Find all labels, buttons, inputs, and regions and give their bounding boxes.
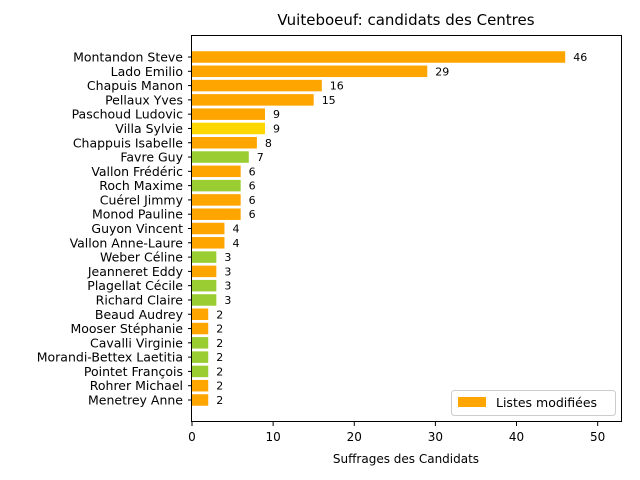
legend-entry-label: Listes modifiées (496, 395, 597, 410)
legend-box (451, 390, 616, 416)
bar (192, 351, 209, 363)
bar (192, 365, 209, 378)
category-label: Chapuis Manon (87, 78, 183, 93)
category-label: Morandi-Bettex Laetitia (37, 350, 183, 365)
value-label: 46 (573, 51, 587, 64)
value-label: 2 (216, 308, 223, 321)
bar (192, 151, 249, 163)
category-label: Weber Céline (100, 250, 183, 265)
x-tick-label: 30 (428, 430, 443, 444)
value-label: 3 (224, 294, 231, 307)
bar (192, 94, 314, 106)
category-label: Villa Sylvie (115, 121, 183, 136)
category-label: Rohrer Michael (90, 378, 183, 393)
bar (192, 394, 209, 406)
category-label: Guyon Vincent (91, 221, 183, 236)
bar (192, 165, 241, 178)
value-label: 2 (216, 365, 223, 378)
category-label: Favre Guy (120, 150, 183, 165)
value-label: 6 (249, 194, 256, 207)
category-label: Cavalli Virginie (90, 335, 183, 350)
value-label: 6 (249, 208, 256, 221)
value-label: 2 (216, 351, 223, 364)
chart-title: Vuiteboeuf: candidats des Centres (277, 11, 534, 29)
category-label: Montandon Steve (73, 50, 183, 65)
bar (192, 379, 209, 392)
value-label: 16 (330, 80, 344, 93)
category-label: Plagellat Cécile (87, 278, 183, 293)
value-label: 4 (232, 223, 239, 236)
value-label: 3 (224, 280, 231, 293)
bar (192, 222, 225, 235)
bar (192, 108, 266, 120)
bar (192, 122, 266, 135)
legend: Listes modifiées (451, 390, 616, 416)
category-label: Paschoud Ludovic (72, 107, 184, 122)
x-tick-label: 20 (347, 430, 362, 444)
category-label: Jeanneret Eddy (87, 264, 184, 279)
bar (192, 137, 257, 149)
bar (192, 279, 217, 292)
bar (192, 237, 225, 249)
category-label: Roch Maxime (99, 178, 183, 193)
bar (192, 251, 217, 263)
value-label: 2 (216, 380, 223, 393)
bar (192, 51, 566, 63)
value-label: 4 (232, 237, 239, 250)
bar (192, 208, 241, 220)
value-label: 15 (322, 94, 336, 107)
bar (192, 79, 322, 92)
bars-layer (192, 51, 566, 406)
bar (192, 265, 217, 278)
bar (192, 194, 241, 206)
value-label: 3 (224, 251, 231, 264)
category-label: Lado Emilio (111, 64, 183, 79)
x-axis-ticks: 0 10 20 30 40 50 (188, 422, 605, 444)
bar (192, 308, 209, 320)
value-label: 9 (273, 108, 280, 121)
x-tick-label: 40 (509, 430, 524, 444)
category-label: Richard Claire (96, 292, 184, 307)
value-label: 2 (216, 394, 223, 407)
value-label: 6 (249, 165, 256, 178)
value-label: 29 (435, 65, 449, 78)
category-label: Vallon Anne-Laure (70, 235, 184, 250)
x-tick-label: 10 (265, 430, 280, 444)
legend-swatch (458, 397, 486, 407)
bar (192, 65, 428, 78)
value-label: 6 (249, 180, 256, 193)
bar (192, 337, 209, 349)
value-label: 7 (257, 151, 264, 164)
value-label: 8 (265, 137, 272, 150)
category-label: Vallon Frédéric (91, 164, 183, 179)
category-label: Chappuis Isabelle (73, 135, 183, 150)
bar (192, 322, 209, 335)
value-label: 9 (273, 122, 280, 135)
bar (192, 294, 217, 306)
value-label: 3 (224, 265, 231, 278)
category-label: Pointet François (84, 364, 183, 379)
x-tick-label: 0 (188, 430, 196, 444)
category-label: Menetrey Anne (88, 393, 183, 408)
category-label: Pellaux Yves (105, 92, 183, 107)
value-label: 2 (216, 323, 223, 336)
x-axis-label: Suffrages des Candidats (333, 452, 479, 466)
category-label: Mooser Stéphanie (70, 321, 183, 336)
bar (192, 179, 241, 192)
x-tick-label: 50 (590, 430, 605, 444)
category-label: Cuérel Jimmy (100, 192, 184, 207)
category-label: Monod Pauline (92, 207, 183, 222)
plot-frame (191, 35, 622, 422)
category-label: Beaud Audrey (95, 307, 184, 322)
value-label: 2 (216, 337, 223, 350)
